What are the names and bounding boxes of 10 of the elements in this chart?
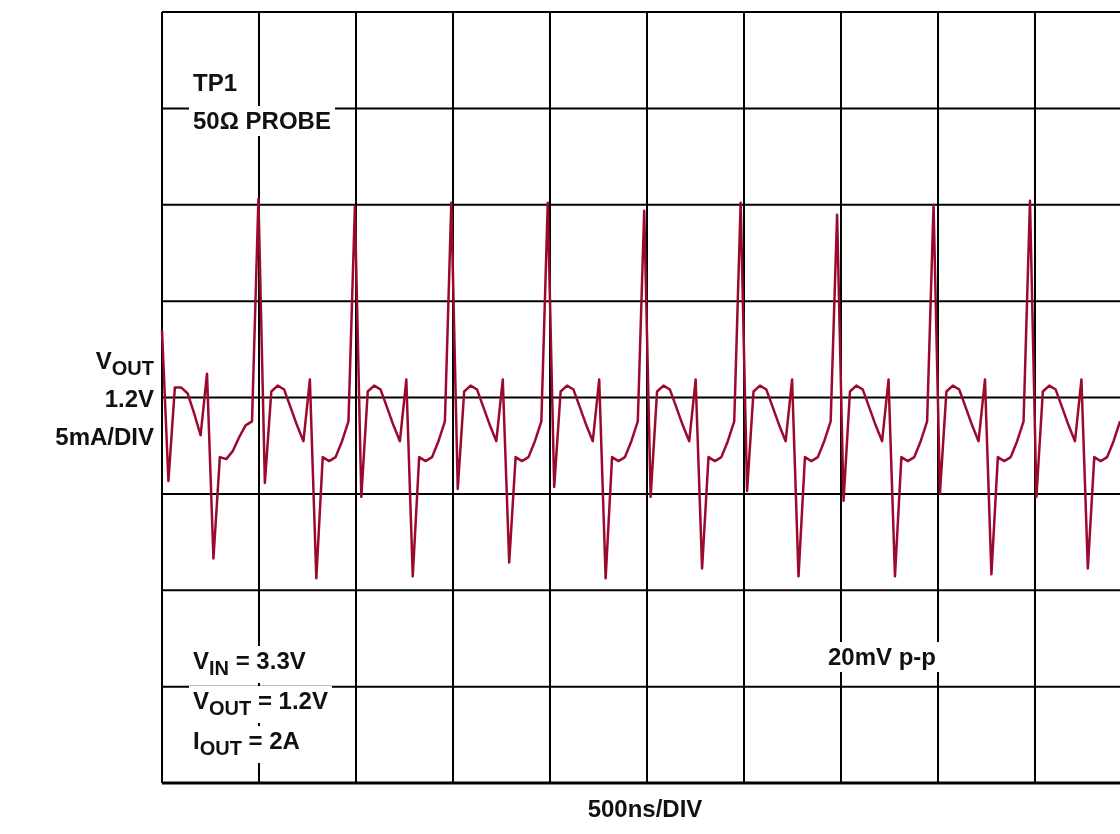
text: 1.2V — [100, 384, 158, 414]
text: 500ns/DIV — [583, 794, 707, 824]
text: I$_{OUT}$ = 2A — [189, 726, 304, 763]
text: V$_{OUT}$ = 1.2V — [189, 686, 332, 723]
text: 50Ω PROBE — [189, 106, 335, 136]
text: 5mA/DIV — [51, 422, 158, 452]
text: TP1 — [189, 68, 242, 98]
text: V$_{IN}$ = 3.3V — [189, 646, 310, 683]
text: V$_{OUT}$ — [91, 346, 158, 383]
text: 20mV p-p — [824, 642, 941, 672]
